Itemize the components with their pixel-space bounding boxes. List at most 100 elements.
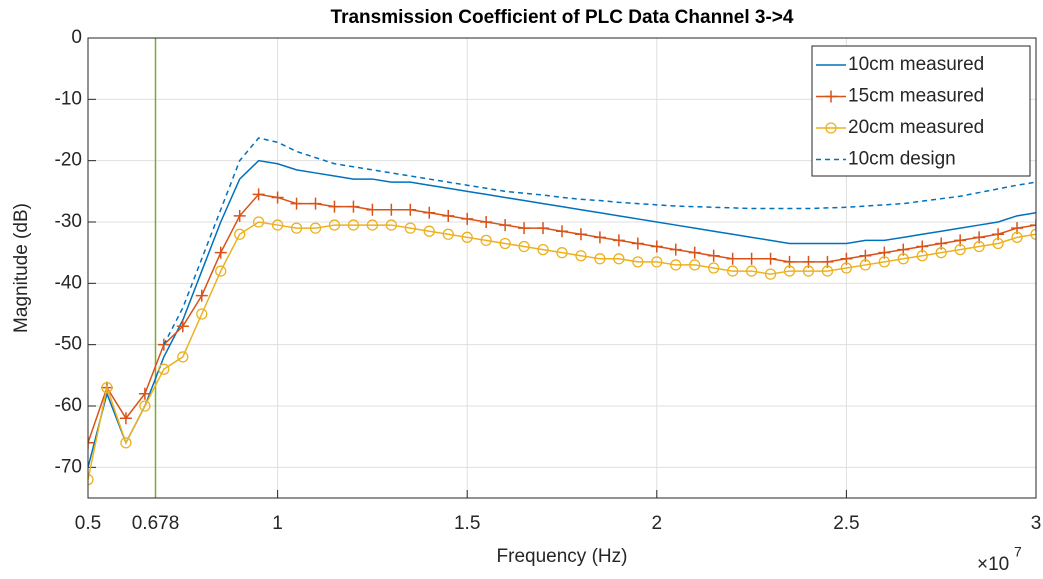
marker: [499, 219, 512, 232]
marker: [347, 219, 360, 231]
marker: [328, 219, 341, 231]
marker: [631, 237, 644, 250]
y-axis-label: Magnitude (dB): [11, 203, 32, 333]
marker: [309, 197, 322, 210]
y-tick-label: -60: [55, 395, 82, 416]
marker: [215, 265, 227, 277]
marker: [593, 231, 606, 244]
marker: [423, 225, 435, 237]
marker: [650, 240, 663, 253]
plot-frame: [87, 37, 1037, 499]
x-exponent-power: 7: [1014, 544, 1022, 560]
marker: [802, 265, 815, 277]
marker: [518, 240, 530, 253]
marker: [214, 246, 227, 259]
marker: [688, 246, 701, 259]
legend-label: 10cm measured: [848, 54, 984, 75]
marker: [423, 206, 436, 219]
y-tick-label: -70: [55, 456, 82, 477]
marker: [309, 222, 322, 234]
marker: [233, 209, 246, 222]
marker: [328, 200, 341, 213]
marker: [120, 437, 132, 449]
marker: [366, 219, 379, 231]
marker: [537, 222, 550, 235]
y-tick-label: -40: [55, 272, 82, 293]
series-line: [163, 137, 1036, 346]
x-tick-label: 2.5: [833, 513, 859, 534]
series-line: [88, 159, 1036, 468]
marker: [234, 228, 246, 240]
x-tick-label: 2: [652, 513, 663, 534]
marker: [669, 243, 682, 256]
marker: [859, 259, 872, 271]
marker: [764, 252, 777, 265]
marker: [404, 203, 417, 216]
marker: [745, 252, 758, 265]
marker: [480, 216, 493, 228]
marker: [385, 203, 398, 216]
marker: [404, 222, 416, 234]
marker: [916, 250, 928, 262]
marker: [935, 247, 947, 259]
marker: [290, 197, 303, 210]
series-line: [88, 221, 1036, 480]
marker: [708, 262, 720, 274]
marker: [1030, 219, 1036, 232]
x-tick-label: 3: [1031, 513, 1042, 534]
marker: [575, 250, 587, 262]
marker: [897, 253, 909, 265]
legend-label: 15cm measured: [848, 86, 984, 107]
legend-marker: [825, 122, 837, 134]
marker: [764, 268, 777, 280]
marker: [1030, 228, 1036, 240]
marker: [613, 253, 625, 265]
marker: [745, 265, 758, 277]
marker: [271, 219, 284, 231]
marker: [537, 243, 549, 256]
marker: [840, 262, 853, 274]
marker: [612, 234, 625, 247]
marker: [442, 228, 454, 240]
marker: [878, 256, 890, 268]
marker: [195, 289, 208, 302]
marker: [670, 259, 682, 271]
marker: [461, 212, 474, 225]
legend-marker: [825, 90, 837, 103]
marker: [726, 252, 739, 265]
legend-label: 10cm design: [848, 149, 956, 170]
marker: [347, 200, 360, 213]
marker: [252, 188, 265, 201]
x-tick-label: 0.5: [75, 513, 101, 534]
marker: [574, 228, 587, 241]
marker: [139, 400, 151, 412]
marker: [707, 249, 720, 262]
marker: [252, 216, 265, 228]
x-tick-label: 0.678: [132, 513, 180, 534]
marker: [689, 259, 701, 271]
x-axis-label: Frequency (Hz): [497, 546, 628, 567]
x-tick-label: 1.5: [454, 513, 480, 534]
marker: [726, 265, 739, 277]
y-tick-label: -20: [55, 150, 82, 171]
marker: [290, 222, 303, 234]
marker: [499, 237, 511, 250]
y-tick-label: -10: [55, 88, 82, 109]
marker: [119, 412, 132, 425]
marker: [973, 240, 985, 253]
marker: [366, 203, 379, 216]
x-exponent-base: ×10: [977, 554, 1009, 575]
marker: [138, 387, 151, 400]
marker: [88, 436, 94, 449]
marker: [632, 256, 644, 268]
legend-label: 20cm measured: [848, 117, 984, 138]
marker: [783, 265, 796, 277]
marker: [101, 381, 113, 394]
y-tick-label: 0: [71, 27, 82, 48]
marker: [821, 265, 834, 277]
marker: [594, 253, 606, 265]
marker: [518, 222, 531, 235]
marker: [651, 256, 663, 268]
y-tick-label: -30: [55, 211, 82, 232]
